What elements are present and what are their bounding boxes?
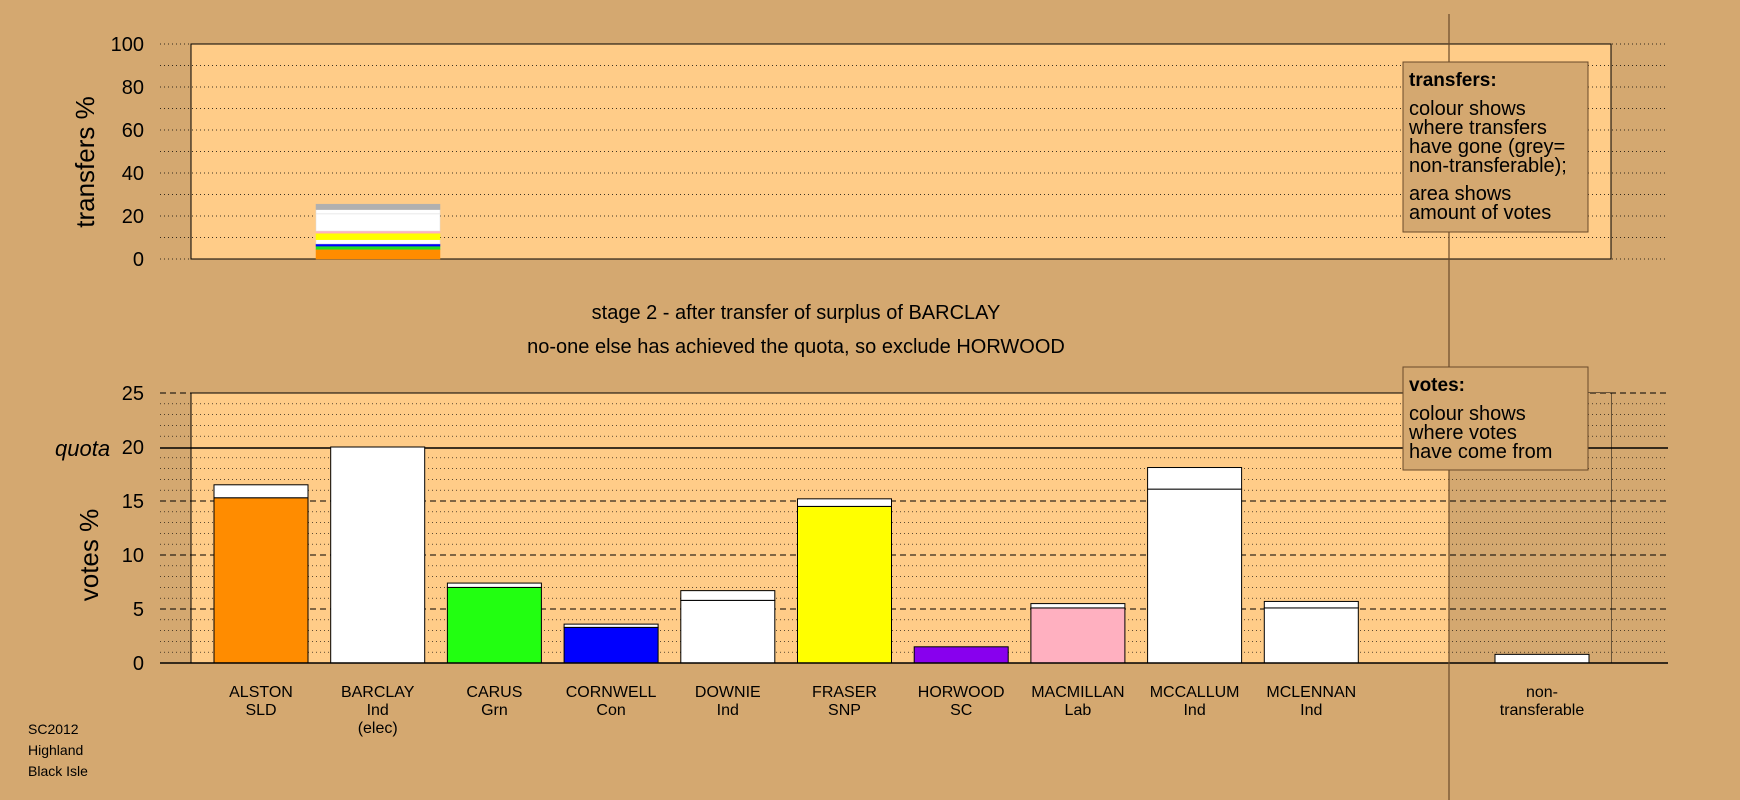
candidate-labels: ALSTONSLDBARCLAYInd(elec)CARUSGrnCORNWEL… bbox=[229, 684, 1584, 737]
votes-y-tick-label: 0 bbox=[133, 653, 144, 675]
candidate-party: Con bbox=[596, 702, 625, 719]
nontransferable-bar bbox=[1494, 653, 1590, 664]
transfers-y-tick-label: 20 bbox=[122, 206, 144, 228]
transfers-y-tick-label: 40 bbox=[122, 163, 144, 185]
transfers-y-ticks: 0 20 40 60 80 100 bbox=[111, 34, 144, 271]
transfers-legend-line: colour shows bbox=[1409, 98, 1526, 120]
candidate-party: SC bbox=[950, 702, 972, 719]
transfers-y-axis-title: transfers % bbox=[70, 96, 100, 228]
footer-election: SC2012 bbox=[28, 721, 79, 737]
votes-legend-title: votes: bbox=[1409, 375, 1465, 396]
transfers-legend-line: have gone (grey= bbox=[1409, 136, 1565, 158]
candidate-name: MCCALLUM bbox=[1150, 684, 1240, 701]
candidate-bar bbox=[1263, 607, 1359, 664]
candidate-bar bbox=[213, 497, 309, 664]
votes-plot-area bbox=[190, 392, 1612, 664]
transfer-segment bbox=[315, 213, 441, 232]
candidate-bar bbox=[330, 446, 426, 664]
candidate-party: Ind bbox=[1183, 702, 1205, 719]
candidate-name: MCLENNAN bbox=[1266, 684, 1356, 701]
candidate-bar bbox=[797, 505, 892, 664]
candidate-bar bbox=[1147, 488, 1243, 664]
candidate-name: BARCLAY bbox=[341, 684, 415, 701]
candidate-status: (elec) bbox=[358, 720, 398, 737]
transfers-y-tick-label: 60 bbox=[122, 120, 144, 142]
transfers-y-tick-label: 100 bbox=[111, 34, 144, 56]
candidate-party: Ind bbox=[367, 702, 389, 719]
candidate-transfer-gain bbox=[1147, 467, 1243, 490]
votes-y-tick-label: 20 bbox=[122, 437, 144, 459]
candidate-name: ALSTON bbox=[229, 684, 293, 701]
transfers-legend-title: transfers: bbox=[1409, 70, 1497, 91]
transfers-legend-line: amount of votes bbox=[1409, 202, 1551, 224]
transfers-y-tick-label: 0 bbox=[133, 249, 144, 271]
quota-label: quota bbox=[55, 436, 110, 461]
candidate-party: Ind bbox=[1300, 702, 1322, 719]
votes-legend: votes: colour shows where votes have com… bbox=[1402, 366, 1589, 471]
footer-council: Highland bbox=[28, 742, 83, 758]
votes-y-tick-label: 10 bbox=[122, 545, 144, 567]
transfer-segment bbox=[315, 243, 441, 247]
transfer-segment bbox=[315, 239, 441, 245]
transfer-segment bbox=[315, 249, 441, 260]
transfers-legend: transfers: colour shows where transfers … bbox=[1402, 61, 1589, 233]
votes-y-tick-label: 15 bbox=[122, 491, 144, 513]
transfer-segment bbox=[315, 209, 441, 215]
nontransferable-label: non- bbox=[1526, 684, 1558, 701]
candidate-party: Lab bbox=[1065, 702, 1092, 719]
votes-y-tick-label: 5 bbox=[133, 599, 144, 621]
candidate-name: MACMILLAN bbox=[1031, 684, 1124, 701]
transfer-segment bbox=[315, 203, 441, 210]
candidate-bar bbox=[913, 646, 1009, 664]
candidate-transfer-gain bbox=[680, 590, 776, 601]
candidate-transfer-gain bbox=[1030, 603, 1126, 609]
votes-y-ticks: 0 5 10 15 20 25 bbox=[122, 383, 144, 675]
candidate-transfer-gain bbox=[563, 623, 659, 628]
candidate-bar bbox=[680, 599, 776, 664]
candidate-name: DOWNIE bbox=[695, 684, 761, 701]
candidate-transfer-gain bbox=[797, 498, 892, 507]
candidate-transfer-gain bbox=[446, 582, 542, 588]
transfer-segment bbox=[315, 232, 441, 240]
candidate-party: Ind bbox=[717, 702, 739, 719]
candidate-bar bbox=[563, 626, 659, 664]
transfers-y-tick-label: 80 bbox=[122, 77, 144, 99]
candidate-name: CARUS bbox=[466, 684, 522, 701]
stage-action: no-one else has achieved the quota, so e… bbox=[527, 336, 1065, 358]
transfer-segment bbox=[315, 245, 441, 250]
footer-ward: Black Isle bbox=[28, 763, 88, 779]
candidate-name: CORNWELL bbox=[566, 684, 657, 701]
candidate-party: SNP bbox=[828, 702, 861, 719]
votes-bars bbox=[213, 446, 1590, 664]
transfer-segment bbox=[315, 230, 441, 234]
candidate-bar bbox=[1030, 607, 1126, 664]
candidate-party: SLD bbox=[245, 702, 276, 719]
candidate-party: Grn bbox=[481, 702, 508, 719]
candidate-name: FRASER bbox=[812, 684, 877, 701]
transfers-legend-line: area shows bbox=[1409, 183, 1511, 205]
candidate-name: HORWOOD bbox=[918, 684, 1005, 701]
votes-y-tick-label: 25 bbox=[122, 383, 144, 405]
votes-legend-line: colour shows bbox=[1409, 403, 1526, 425]
candidate-bar bbox=[446, 586, 542, 664]
votes-legend-line: have come from bbox=[1409, 441, 1552, 463]
transfers-legend-line: where transfers bbox=[1408, 117, 1547, 139]
votes-legend-line: where votes bbox=[1408, 422, 1517, 444]
candidate-transfer-gain bbox=[213, 484, 309, 499]
votes-y-axis-title: votes % bbox=[74, 509, 104, 602]
stage-description: stage 2 - after transfer of surplus of B… bbox=[592, 302, 1001, 324]
transfer-stack bbox=[315, 203, 441, 260]
transfers-legend-line: non-transferable); bbox=[1409, 155, 1567, 177]
nontransferable-label: transferable bbox=[1500, 702, 1585, 719]
candidate-transfer-gain bbox=[1263, 600, 1359, 609]
